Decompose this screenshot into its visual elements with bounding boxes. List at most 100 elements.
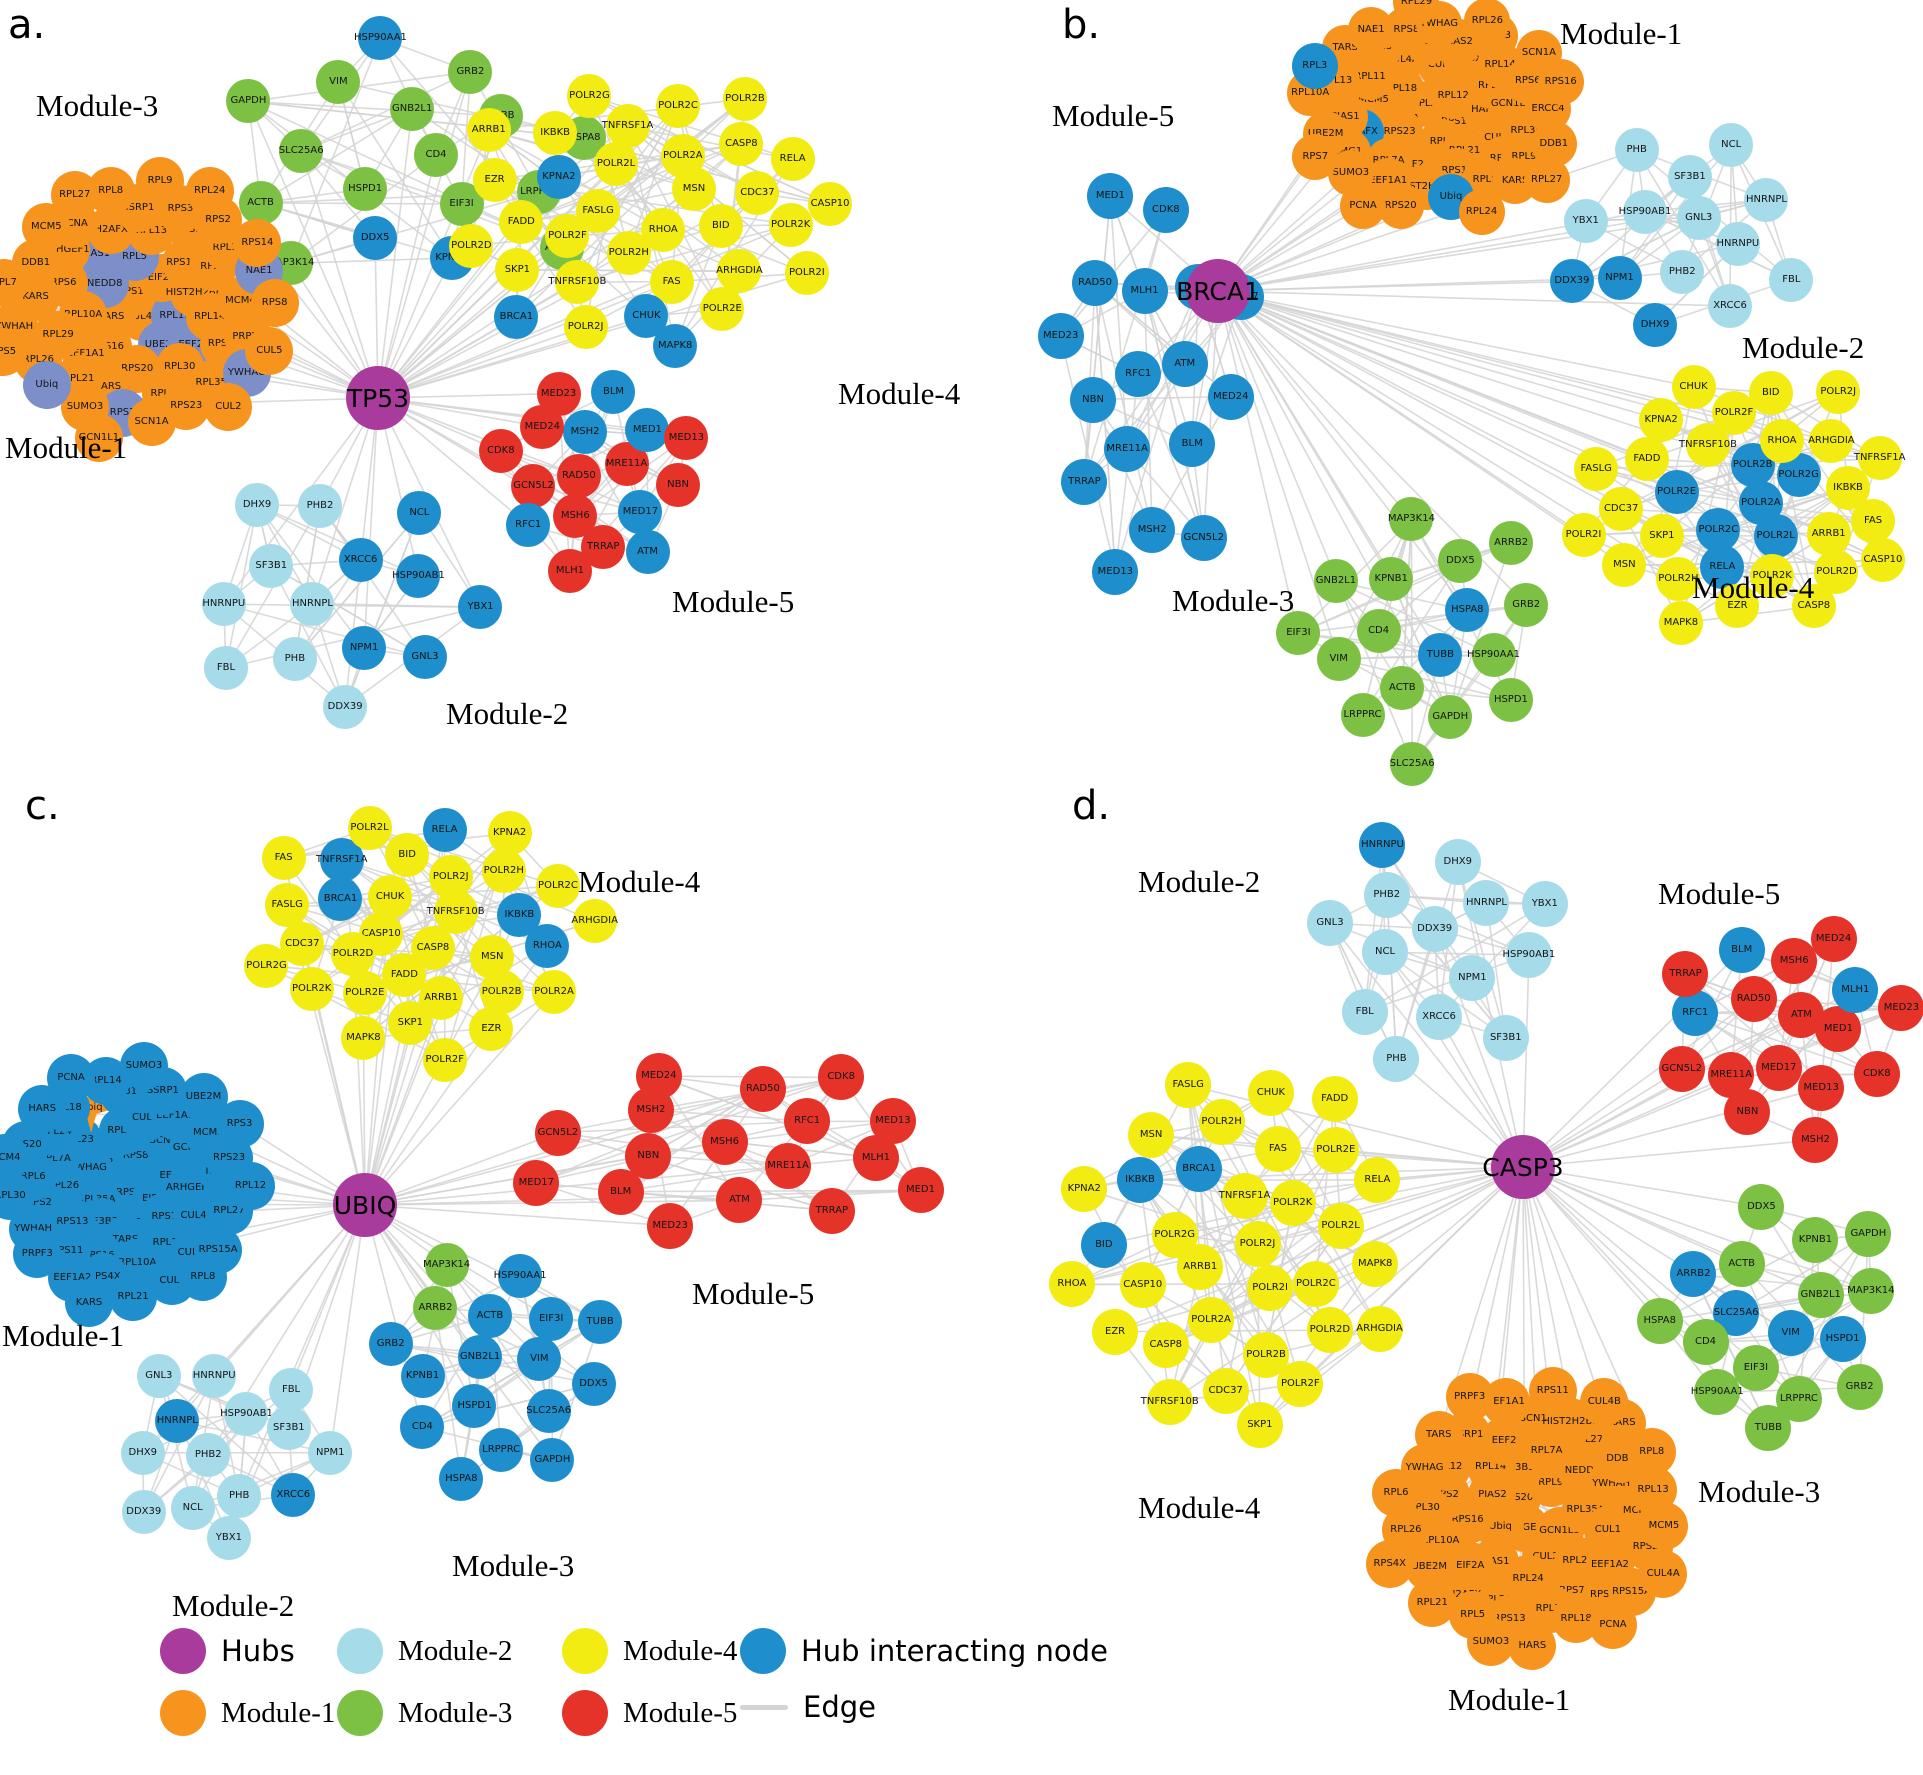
node-med23[interactable]: MED23	[536, 371, 581, 416]
node-arrb2[interactable]: ARRB2	[1670, 1251, 1717, 1298]
node-polr2a[interactable]: POLR2A	[1188, 1297, 1235, 1344]
node-rps7[interactable]: RPS7	[1292, 133, 1339, 180]
node-med24[interactable]: MED24	[635, 1053, 682, 1100]
node-fadd[interactable]: FADD	[382, 952, 427, 997]
node-msh6[interactable]: MSH6	[1771, 937, 1818, 984]
node-mre11a[interactable]: MRE11A	[765, 1142, 812, 1189]
node-arrb2[interactable]: ARRB2	[413, 1285, 458, 1330]
node-ubiq[interactable]: Ubiq	[22, 361, 71, 410]
node-msh6[interactable]: MSH6	[701, 1118, 748, 1165]
node-rpl24[interactable]: RPL24	[185, 167, 234, 216]
node-atm[interactable]: ATM	[1161, 341, 1208, 388]
node-ezr[interactable]: EZR	[1715, 584, 1760, 629]
node-xrcc6[interactable]: XRCC6	[1708, 284, 1753, 329]
node-mapk8[interactable]: MAPK8	[653, 323, 698, 368]
node-med1[interactable]: MED1	[625, 408, 670, 453]
node-hnrnpu[interactable]: HNRNPU	[201, 582, 246, 627]
node-kars[interactable]: KARS	[65, 1279, 114, 1328]
node-tubb[interactable]: TUBB	[1745, 1405, 1792, 1452]
node-chuk[interactable]: CHUK	[368, 874, 413, 919]
node-pcna[interactable]: PCNA	[47, 1053, 95, 1102]
node-gnl3[interactable]: GNL3	[1306, 900, 1353, 947]
node-nbn[interactable]: NBN	[656, 462, 701, 507]
node-grb2[interactable]: GRB2	[1504, 582, 1549, 627]
node-cul4a[interactable]: CUL4A	[1639, 1549, 1688, 1598]
node-hnrnpl[interactable]: HNRNPL	[1744, 177, 1789, 222]
node-mapk8[interactable]: MAPK8	[1352, 1241, 1399, 1288]
node-polr2b[interactable]: POLR2B	[479, 969, 524, 1014]
node-cdc37[interactable]: CDC37	[280, 922, 325, 967]
node-ybx1[interactable]: YBX1	[458, 585, 503, 630]
node-rad50[interactable]: RAD50	[739, 1066, 786, 1113]
node-sf3b1[interactable]: SF3B1	[1667, 154, 1712, 199]
node-chuk[interactable]: CHUK	[1247, 1069, 1294, 1116]
node-vim[interactable]: VIM	[316, 59, 361, 104]
node-vim[interactable]: VIM	[517, 1336, 562, 1381]
node-hsp90aa1[interactable]: HSP90AA1	[354, 16, 407, 61]
node-rela[interactable]: RELA	[1700, 545, 1745, 590]
node-polr2b[interactable]: POLR2B	[722, 76, 767, 121]
node-cul4b[interactable]: CUL4B	[1580, 1377, 1629, 1426]
node-xrcc6[interactable]: XRCC6	[271, 1473, 316, 1517]
node-tnfrsf1a[interactable]: TNFRSF1A	[602, 104, 653, 149]
node-med17[interactable]: MED17	[513, 1159, 560, 1206]
node-skp1[interactable]: SKP1	[1236, 1402, 1283, 1449]
node-bid[interactable]: BID	[1748, 370, 1793, 415]
node-ikbkb[interactable]: IKBKB	[533, 111, 578, 156]
node-hspa8[interactable]: HSPA8	[1636, 1298, 1683, 1345]
node-polr2c[interactable]: POLR2C	[535, 863, 580, 908]
node-dhx9[interactable]: DHX9	[120, 1430, 165, 1475]
node-mre11a[interactable]: MRE11A	[1104, 425, 1151, 472]
node-hnrnpl[interactable]: HNRNPL	[155, 1398, 200, 1443]
node-rfc1[interactable]: RFC1	[1672, 989, 1719, 1036]
node-map3k14[interactable]: MAP3K14	[1388, 497, 1435, 542]
node-slc25a6[interactable]: SLC25A6	[279, 129, 324, 174]
node-sf3b1[interactable]: SF3B1	[266, 1405, 311, 1450]
node-eif3i[interactable]: EIF3I	[529, 1297, 574, 1342]
node-msh2[interactable]: MSH2	[563, 409, 608, 454]
node-rps4x[interactable]: RPS4X	[1365, 1539, 1414, 1588]
node-fas[interactable]: FAS	[261, 835, 306, 880]
node-ddx39[interactable]: DDX39	[323, 684, 368, 729]
node-bid[interactable]: BID	[385, 832, 430, 877]
node-sf3b1[interactable]: SF3B1	[1482, 1014, 1529, 1061]
node-trrap[interactable]: TRRAP	[1662, 951, 1709, 998]
node-slc25a6[interactable]: SLC25A6	[526, 1388, 571, 1433]
node-arhgdia[interactable]: ARHGDIA	[716, 249, 763, 294]
node-ybx1[interactable]: YBX1	[1563, 198, 1608, 243]
node-polr2h[interactable]: POLR2H	[1198, 1099, 1245, 1146]
node-rfc1[interactable]: RFC1	[1115, 350, 1162, 397]
node-faslg[interactable]: FASLG	[1574, 446, 1619, 491]
node-lrpprc[interactable]: LRPPRC	[1340, 693, 1385, 737]
node-cd4[interactable]: CD4	[414, 132, 458, 177]
node-polr2l[interactable]: POLR2L	[594, 142, 639, 187]
node-msh2[interactable]: MSH2	[1129, 506, 1176, 553]
node-cul5[interactable]: CUL5	[245, 326, 294, 375]
node-skp1[interactable]: SKP1	[1639, 513, 1684, 558]
node-tubb[interactable]: TUBB	[578, 1299, 623, 1344]
node-phb2[interactable]: PHB2	[1660, 249, 1705, 294]
node-polr2j[interactable]: POLR2J	[428, 854, 473, 899]
node-rfc1[interactable]: RFC1	[784, 1098, 831, 1145]
node-rpl9[interactable]: RPL9	[136, 157, 185, 206]
node-phb2[interactable]: PHB2	[297, 483, 342, 528]
node-phb[interactable]: PHB	[1614, 128, 1659, 173]
node-gapdh[interactable]: GAPDH	[226, 79, 271, 124]
node-map3k14[interactable]: MAP3K14	[1847, 1268, 1894, 1315]
node-polr2a[interactable]: POLR2A	[532, 970, 576, 1015]
node-polr2f[interactable]: POLR2F	[545, 214, 590, 259]
node-ncl[interactable]: NCL	[170, 1486, 215, 1531]
node-polr2d[interactable]: POLR2D	[330, 931, 375, 976]
node-polr2g[interactable]: POLR2G	[567, 74, 612, 119]
node-phb2[interactable]: PHB2	[1363, 872, 1410, 919]
node-rpl21[interactable]: RPL21	[1408, 1579, 1457, 1628]
node-polr2k[interactable]: POLR2K	[1750, 554, 1795, 599]
node-sumo3[interactable]: SUMO3	[1466, 1618, 1515, 1667]
node-mapk8[interactable]: MAPK8	[1658, 601, 1703, 646]
node-tubb[interactable]: TUBB	[1418, 633, 1463, 678]
node-fbl[interactable]: FBL	[203, 645, 248, 690]
node-polr2l[interactable]: POLR2L	[1753, 513, 1798, 558]
node-polr2d[interactable]: POLR2D	[1306, 1307, 1353, 1354]
node-rela[interactable]: RELA	[1354, 1156, 1401, 1203]
node-nbn[interactable]: NBN	[1724, 1088, 1771, 1135]
